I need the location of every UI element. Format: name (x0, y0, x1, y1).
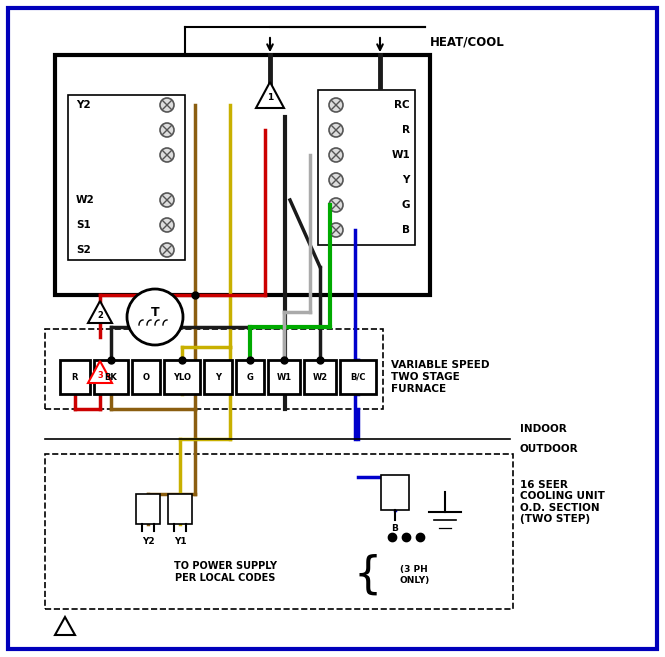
Text: {: { (354, 553, 382, 597)
Text: (3 PH
ONLY): (3 PH ONLY) (400, 565, 430, 585)
Text: 16 SEER
COOLING UNIT
O.D. SECTION
(TWO STEP): 16 SEER COOLING UNIT O.D. SECTION (TWO S… (520, 480, 605, 524)
Circle shape (329, 98, 343, 112)
Text: VARIABLE SPEED
TWO STAGE
FURNACE: VARIABLE SPEED TWO STAGE FURNACE (391, 361, 489, 394)
Text: Y1: Y1 (174, 537, 186, 546)
Text: B/C: B/C (350, 373, 366, 382)
Text: R: R (402, 125, 410, 135)
Text: 3: 3 (97, 371, 103, 380)
Bar (318, 90, 415, 245)
Circle shape (160, 243, 174, 257)
Text: G: G (247, 373, 253, 382)
Circle shape (329, 148, 343, 162)
Bar (381, 475, 409, 510)
Bar (164, 360, 200, 394)
Text: W2: W2 (76, 195, 94, 205)
Text: BK: BK (104, 373, 118, 382)
Bar (268, 360, 300, 394)
Bar (94, 360, 128, 394)
Text: B: B (402, 225, 410, 235)
Polygon shape (88, 361, 112, 383)
Bar (136, 494, 160, 524)
Circle shape (160, 148, 174, 162)
Text: YLO: YLO (173, 373, 191, 382)
Bar (168, 494, 192, 524)
Bar (55, 55, 430, 295)
Text: TO POWER SUPPLY
PER LOCAL CODES: TO POWER SUPPLY PER LOCAL CODES (174, 561, 277, 583)
Bar (304, 360, 336, 394)
Bar (60, 360, 90, 394)
Text: RC: RC (394, 100, 410, 110)
Text: Y2: Y2 (76, 100, 90, 110)
Circle shape (160, 98, 174, 112)
Text: O: O (142, 373, 150, 382)
Text: R: R (72, 373, 78, 382)
Circle shape (329, 223, 343, 237)
Text: G: G (402, 200, 410, 210)
Bar (236, 360, 264, 394)
Text: Y2: Y2 (142, 537, 154, 546)
Circle shape (127, 289, 183, 345)
Polygon shape (55, 617, 75, 635)
Text: OUTDOOR: OUTDOOR (520, 444, 579, 454)
Text: W1: W1 (391, 150, 410, 160)
Bar (68, 95, 185, 260)
Text: W1: W1 (277, 373, 291, 382)
Bar (204, 360, 232, 394)
Text: INDOOR: INDOOR (520, 424, 567, 434)
Polygon shape (88, 301, 112, 323)
Circle shape (329, 198, 343, 212)
Text: Y: Y (215, 373, 221, 382)
Bar (132, 360, 160, 394)
Text: S2: S2 (76, 245, 90, 255)
Text: W2: W2 (313, 373, 328, 382)
Circle shape (329, 173, 343, 187)
Circle shape (160, 123, 174, 137)
Bar (340, 360, 376, 394)
Text: B: B (392, 524, 398, 533)
Polygon shape (256, 82, 284, 108)
Text: 1: 1 (267, 93, 273, 102)
Text: T: T (151, 306, 160, 319)
Bar (45, 454, 513, 609)
Text: Y: Y (402, 175, 410, 185)
Text: S1: S1 (76, 220, 90, 230)
Bar (45, 329, 383, 409)
Text: 2: 2 (97, 311, 103, 319)
Circle shape (160, 193, 174, 207)
Text: HEAT/COOL: HEAT/COOL (430, 35, 505, 49)
Circle shape (160, 218, 174, 232)
Circle shape (329, 123, 343, 137)
